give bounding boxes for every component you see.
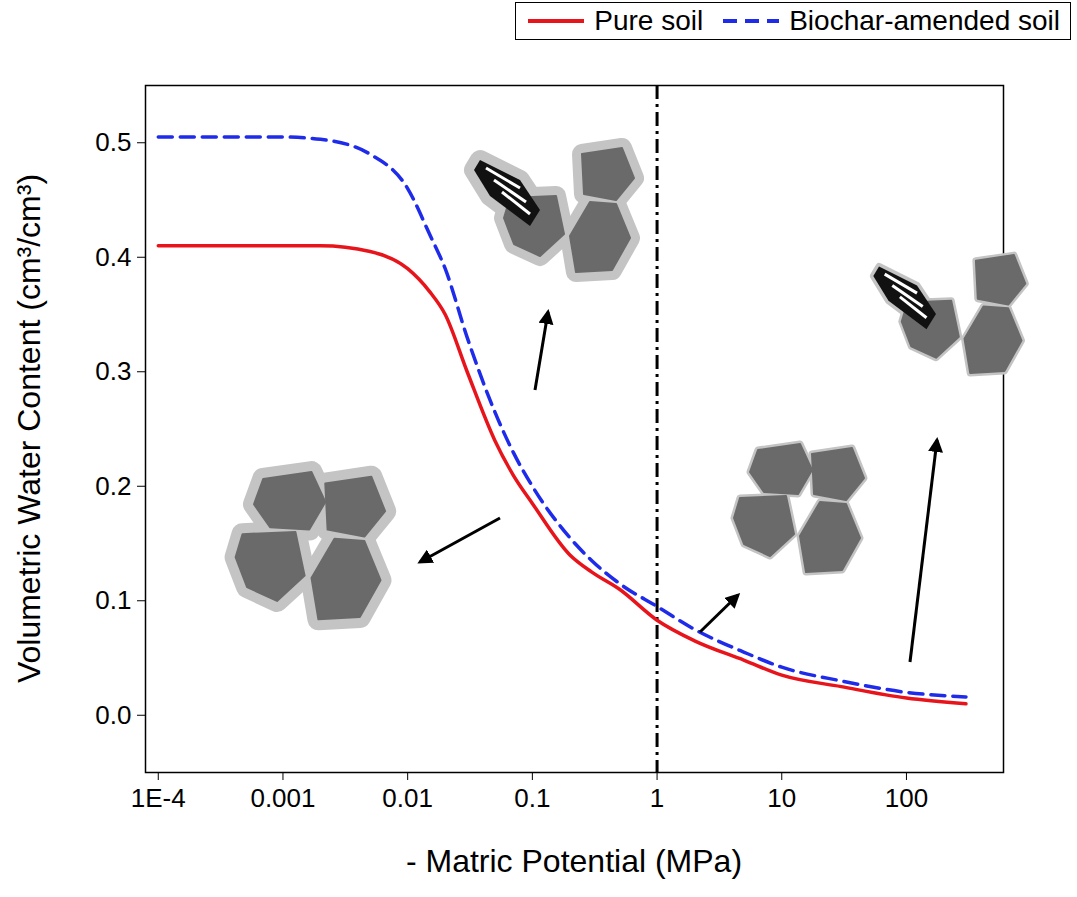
svg-text:0.001: 0.001 bbox=[250, 783, 315, 813]
svg-text:0.1: 0.1 bbox=[514, 783, 550, 813]
svg-text:0.5: 0.5 bbox=[95, 127, 131, 157]
svg-text:0.1: 0.1 bbox=[95, 585, 131, 615]
svg-text:0.01: 0.01 bbox=[382, 783, 433, 813]
svg-text:- Matric Potential (MPa): - Matric Potential (MPa) bbox=[406, 843, 742, 879]
svg-text:100: 100 bbox=[885, 783, 928, 813]
svg-text:1: 1 bbox=[650, 783, 664, 813]
html-text:Biochar-amended soil: Biochar-amended soil bbox=[789, 5, 1060, 36]
svg-text:1E-4: 1E-4 bbox=[131, 783, 186, 813]
svg-text:Volumetric Water Content (cm³/: Volumetric Water Content (cm³/cm³) bbox=[11, 174, 47, 683]
svg-text:10: 10 bbox=[767, 783, 796, 813]
svg-text:0.4: 0.4 bbox=[95, 242, 131, 272]
svg-text:0.2: 0.2 bbox=[95, 471, 131, 501]
svg-text:0.3: 0.3 bbox=[95, 356, 131, 386]
html-text:Pure soil: Pure soil bbox=[594, 5, 704, 36]
svg-text:0.0: 0.0 bbox=[95, 700, 131, 730]
